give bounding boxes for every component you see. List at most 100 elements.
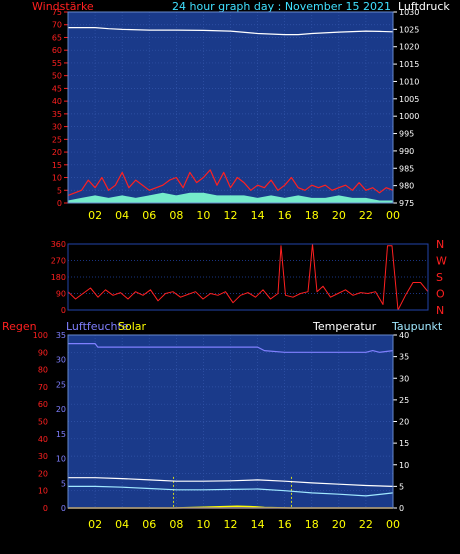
x-tick-label: 18 — [305, 209, 319, 222]
series-pressure — [68, 27, 394, 36]
plot-frame — [67, 11, 394, 204]
x-tick-label: 10 — [196, 518, 210, 531]
y-right-tick-label: 35 — [399, 353, 409, 362]
x-tick-label: 18 — [305, 518, 319, 531]
luftdruck-label: Luftdruck — [398, 0, 450, 13]
x-tick-label: 10 — [196, 209, 210, 222]
y-second-tick-label: 15 — [56, 430, 66, 439]
x-tick-label: 12 — [224, 518, 238, 531]
x-tick-label: 04 — [115, 518, 129, 531]
x-tick-label: 02 — [88, 209, 102, 222]
y-left-tick-label: 0 — [57, 199, 62, 208]
y-second-tick-label: 0 — [61, 504, 66, 513]
series-wind-gust — [68, 192, 393, 203]
y-right-tick-label: 5 — [399, 482, 404, 491]
y-right-tick-label: 1025 — [399, 25, 419, 34]
x-tick-label: 06 — [142, 518, 156, 531]
y-left-tick-label: 80 — [38, 366, 48, 375]
y-left-tick-label: 55 — [52, 59, 62, 68]
y-left-tick-label: 75 — [52, 8, 62, 17]
y-right-tick-label: 1020 — [399, 43, 419, 52]
x-tick-label: 22 — [359, 209, 373, 222]
y-second-tick-label: 10 — [56, 455, 66, 464]
x-tick-label: 00 — [386, 209, 400, 222]
y-right-tick-label: 995 — [399, 130, 414, 139]
x-tick-label: 08 — [169, 209, 183, 222]
y-right-tick-label: 990 — [399, 147, 414, 156]
y-left-tick-label: 15 — [52, 161, 62, 170]
x-tick-label: 22 — [359, 518, 373, 531]
y-second-tick-label: 25 — [56, 380, 66, 389]
x-tick-label: 20 — [332, 518, 346, 531]
y-left-tick-label: 10 — [38, 487, 48, 496]
y-left-tick-label: 5 — [57, 186, 62, 195]
x-tick-label: 12 — [224, 209, 238, 222]
compass-label: O — [436, 288, 445, 301]
series-dewpoint — [68, 485, 394, 497]
y-right-tick-label: 985 — [399, 164, 414, 173]
luftfeuchte-label: Luftfeuchte — [66, 320, 129, 333]
windstarke-label: Windstärke — [32, 0, 94, 13]
y-left-tick-label: 180 — [51, 273, 66, 282]
y-right-tick-label: 20 — [399, 418, 409, 427]
x-tick-label: 14 — [251, 518, 265, 531]
y-right-tick-label: 25 — [399, 396, 409, 405]
y-second-tick-label: 35 — [56, 331, 66, 340]
y-left-tick-label: 100 — [33, 331, 48, 340]
y-right-tick-label: 10 — [399, 461, 409, 470]
y-left-tick-label: 20 — [52, 148, 62, 157]
regen-label: Regen — [2, 320, 37, 333]
y-right-tick-label: 1030 — [399, 8, 419, 17]
y-left-tick-label: 30 — [52, 123, 62, 132]
y-left-tick-label: 90 — [38, 348, 48, 357]
y-left-tick-label: 20 — [38, 469, 48, 478]
x-tick-label: 00 — [386, 518, 400, 531]
y-left-tick-label: 70 — [52, 21, 62, 30]
y-left-tick-label: 50 — [52, 72, 62, 81]
y-right-tick-label: 30 — [399, 374, 409, 383]
y-right-tick-label: 1005 — [399, 95, 419, 104]
y-right-tick-label: 15 — [399, 439, 409, 448]
y-left-tick-label: 90 — [56, 290, 66, 299]
y-right-tick-label: 0 — [399, 504, 404, 513]
y-right-tick-label: 975 — [399, 199, 414, 208]
y-left-tick-label: 40 — [52, 97, 62, 106]
taupunkt-label: Taupunkt — [392, 320, 443, 333]
compass-label: S — [436, 271, 443, 284]
solar-label: Solar — [118, 320, 147, 333]
compass-label: N — [436, 238, 444, 251]
series-humidity — [68, 343, 394, 353]
y-right-tick-label: 980 — [399, 182, 414, 191]
x-tick-label: 08 — [169, 518, 183, 531]
temperatur-label: Temperatur — [313, 320, 377, 333]
y-right-tick-label: 1015 — [399, 60, 419, 69]
compass-label: W — [436, 255, 447, 268]
y-second-tick-label: 5 — [61, 479, 66, 488]
y-left-tick-label: 270 — [51, 257, 66, 266]
x-tick-label: 20 — [332, 209, 346, 222]
y-right-tick-label: 40 — [399, 331, 409, 340]
x-tick-label: 02 — [88, 518, 102, 531]
x-tick-label: 16 — [278, 209, 292, 222]
plot-frame — [67, 334, 394, 509]
y-left-tick-label: 50 — [38, 418, 48, 427]
y-left-tick-label: 0 — [43, 504, 48, 513]
y-left-tick-label: 40 — [38, 435, 48, 444]
y-left-tick-label: 360 — [51, 240, 66, 249]
plot-frame — [67, 243, 429, 311]
y-right-tick-label: 1000 — [399, 112, 419, 121]
series-temperature — [68, 477, 394, 487]
y-left-tick-label: 25 — [52, 135, 62, 144]
series-wind-speed — [67, 169, 394, 196]
y-left-tick-label: 60 — [38, 400, 48, 409]
y-left-tick-label: 65 — [52, 33, 62, 42]
y-left-tick-label: 0 — [61, 306, 66, 315]
x-tick-label: 14 — [251, 209, 265, 222]
x-tick-label: 06 — [142, 209, 156, 222]
x-tick-label: 04 — [115, 209, 129, 222]
y-left-tick-label: 30 — [38, 452, 48, 461]
y-left-tick-label: 45 — [52, 84, 62, 93]
y-second-tick-label: 20 — [56, 405, 66, 414]
y-right-tick-label: 1010 — [399, 77, 419, 86]
